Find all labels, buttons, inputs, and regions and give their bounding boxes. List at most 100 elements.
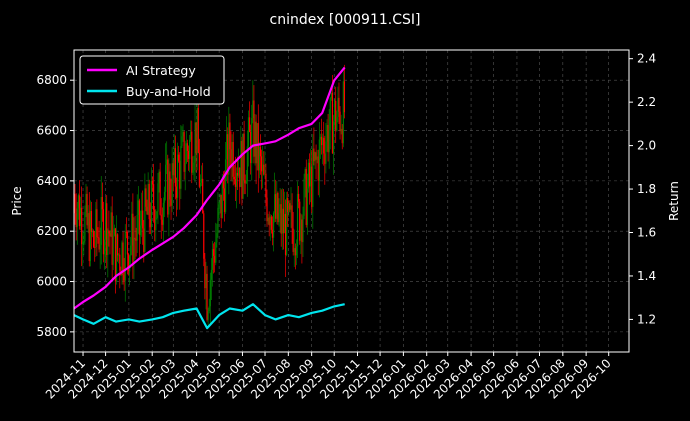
candle-body (263, 164, 265, 175)
candle-body (105, 203, 107, 240)
candle-body (254, 121, 256, 157)
candle-body (294, 248, 296, 256)
candle-body (123, 275, 125, 281)
candle-body (342, 81, 344, 144)
candle-body (179, 160, 181, 189)
candle-body (144, 188, 146, 252)
candle-body (172, 163, 174, 176)
candle-body (170, 199, 172, 206)
candle-body (231, 142, 233, 168)
candle-body (217, 207, 219, 234)
candle-body (200, 178, 203, 183)
candle-body (312, 148, 314, 207)
candle-body (155, 218, 157, 231)
candle-body (256, 123, 258, 164)
candle-body (141, 210, 143, 226)
candle-body (260, 156, 263, 172)
candle-body (292, 228, 294, 252)
candle-body (188, 139, 191, 159)
y-tick-label: 6400 (36, 174, 67, 188)
candle-body (129, 255, 131, 272)
candle-body (317, 156, 319, 181)
y2-tick-label: 2.0 (637, 139, 656, 153)
plot-frame (73, 49, 630, 353)
candle-body (77, 195, 79, 209)
candle-body (145, 188, 147, 207)
candle-body (183, 132, 185, 172)
candle-body (227, 134, 229, 175)
y2-tick-label: 1.6 (637, 226, 656, 240)
candle-body (291, 205, 293, 229)
candle-body (87, 213, 89, 226)
candle-body (198, 152, 201, 187)
candle-body (267, 217, 269, 222)
candle-body (196, 108, 198, 154)
candle-body (219, 194, 221, 205)
candle-body (302, 215, 304, 243)
candle-body (330, 92, 332, 98)
candle-body (339, 111, 341, 132)
candle-body (131, 213, 133, 246)
y2-tick-label: 1.2 (637, 312, 656, 326)
candle-body (336, 116, 338, 131)
candle-body (176, 154, 179, 198)
candle-body (146, 206, 148, 215)
y2-tick-label: 2.2 (637, 95, 656, 109)
candle-body (110, 212, 112, 237)
candle-body (101, 197, 103, 210)
candle-body (178, 154, 180, 161)
candle-body (277, 193, 279, 223)
candle-body (266, 197, 268, 222)
candle-body (275, 194, 277, 219)
candle-body (269, 216, 271, 226)
candle-body (94, 246, 96, 248)
candle-body (95, 209, 97, 248)
candle-body (214, 255, 216, 263)
candle-body (303, 178, 305, 216)
candle-body (320, 136, 323, 146)
candle-body (289, 203, 291, 210)
candle-body (209, 279, 211, 307)
candle-body (234, 179, 236, 187)
candle-body (280, 204, 282, 234)
candle-body (323, 137, 325, 154)
candle-body (93, 231, 95, 247)
candle-body (173, 148, 175, 176)
candle-body (316, 156, 318, 160)
candle-body (301, 219, 303, 243)
candle-body (137, 200, 139, 216)
candle-body (117, 234, 119, 256)
candle-body (212, 249, 215, 256)
candle-body (236, 173, 239, 176)
candle-body (121, 242, 123, 276)
candle-body (76, 208, 78, 228)
candle-body (246, 146, 248, 182)
candle-body (293, 248, 295, 252)
candle-body (163, 191, 166, 203)
candle-body (113, 228, 115, 236)
candle-body (241, 140, 243, 199)
candle-body (89, 211, 91, 262)
candle-body (194, 122, 196, 163)
candle-body (164, 164, 167, 192)
candle-body (258, 146, 260, 171)
candle-body (148, 183, 150, 220)
candle-body (306, 188, 308, 225)
candle-body (332, 121, 335, 154)
candle-body (223, 188, 226, 212)
candle-body (245, 181, 247, 184)
candle-body (199, 182, 202, 187)
y2-tick-label: 1.8 (637, 182, 656, 196)
candle-body (202, 178, 204, 214)
candle-body (149, 219, 151, 228)
candle-body (224, 159, 227, 212)
candle-body (125, 231, 127, 233)
y-tick-label: 6600 (36, 124, 67, 138)
candle-body (180, 146, 182, 189)
candle-body (151, 180, 154, 185)
candle-body (248, 117, 251, 132)
candle-body (160, 214, 162, 220)
candle-body (168, 171, 170, 215)
candle-body (329, 97, 331, 131)
candle-body (318, 139, 320, 181)
